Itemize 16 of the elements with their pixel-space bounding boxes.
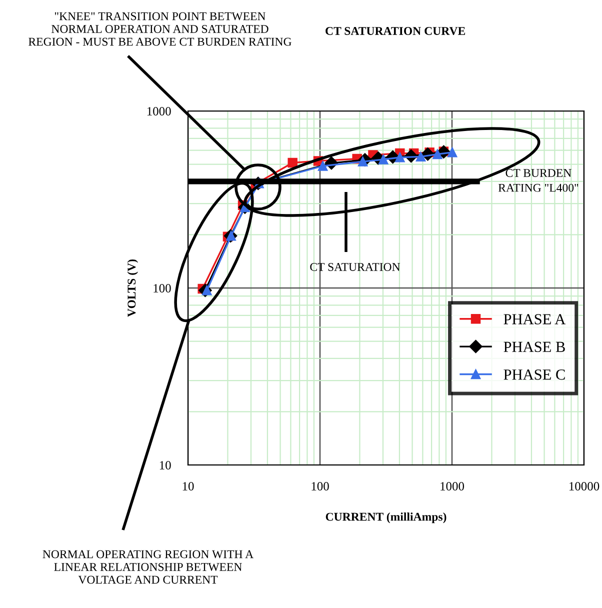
x-tick-label: 100 [312,482,329,490]
y-tick-label: 100 [154,284,171,292]
x-axis-title: CURRENT (milliAmps) [326,512,446,524]
legend-label: PHASE A [504,314,566,324]
chart-title: CT SATURATION CURVE [326,27,466,36]
text: "KNEE" TRANSITION POINT BETWEEN NORMAL OPERATION AND SATURATED REGION - MUST BE ABOVE CT BURDEN RATING [28,12,292,46]
text: NORMAL OPERATING REGION WITH A LINEAR RELATIONSHIP BETWEEN VOLTAGE AND CURRENT [42,550,254,584]
y-tick-label: 1000 [147,107,171,116]
y-tick-label: 10 [160,461,171,470]
ref-line-label: CT BURDEN RATING "L400" [498,169,578,192]
x-tick-label: 1000 [440,482,464,490]
legend-label: PHASE B [504,342,565,352]
x-tick-label: 10000 [569,482,600,490]
x-tick-label: 10 [182,482,194,490]
legend-label: PHASE C [504,369,565,380]
y-axis-title: VOLTS (V) [127,259,138,317]
